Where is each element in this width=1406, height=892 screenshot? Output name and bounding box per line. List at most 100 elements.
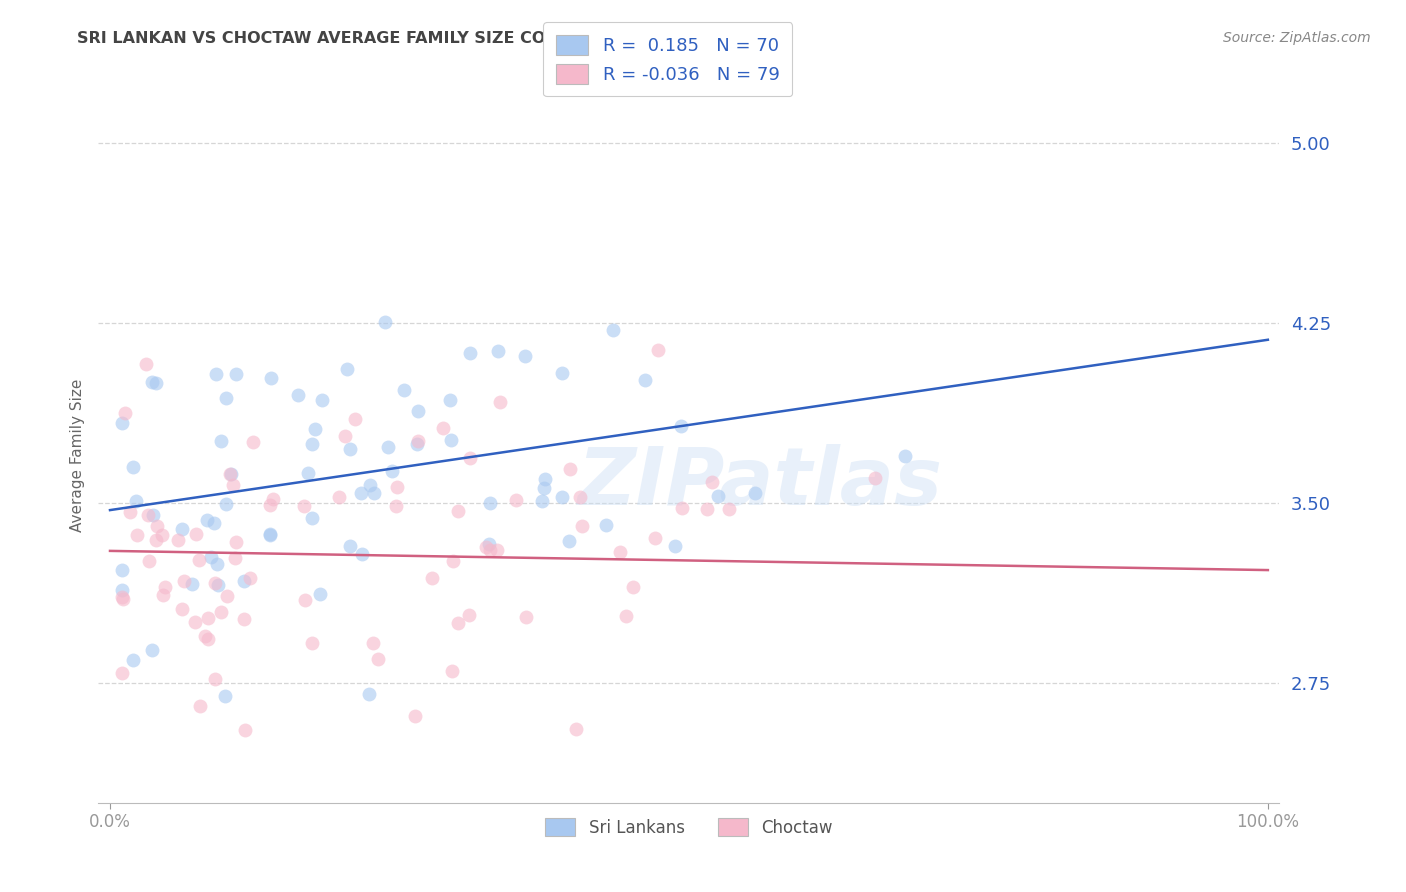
Point	[188, 553, 211, 567]
Point	[225, 534, 247, 549]
Point	[669, 419, 692, 434]
Point	[188, 699, 211, 714]
Point	[339, 442, 361, 456]
Point	[219, 467, 242, 481]
Point	[558, 461, 581, 475]
Point	[343, 412, 366, 426]
Point	[533, 472, 555, 486]
Point	[863, 471, 886, 485]
Point	[170, 522, 193, 536]
Point	[309, 587, 332, 601]
Point	[406, 404, 429, 418]
Point	[207, 577, 229, 591]
Point	[232, 612, 254, 626]
Point	[447, 615, 470, 630]
Point	[486, 543, 509, 558]
Point	[259, 528, 281, 542]
Point	[530, 493, 553, 508]
Point	[110, 563, 132, 577]
Point	[647, 343, 669, 358]
Point	[432, 421, 454, 435]
Point	[262, 491, 284, 506]
Point	[595, 518, 617, 533]
Point	[367, 652, 389, 666]
Point	[219, 467, 242, 481]
Point	[150, 527, 173, 541]
Point	[339, 539, 361, 553]
Point	[717, 502, 740, 516]
Point	[447, 504, 470, 518]
Text: SRI LANKAN VS CHOCTAW AVERAGE FAMILY SIZE CORRELATION CHART: SRI LANKAN VS CHOCTAW AVERAGE FAMILY SIZ…	[77, 31, 713, 46]
Point	[609, 545, 631, 559]
Point	[458, 346, 481, 360]
Point	[381, 464, 404, 478]
Point	[392, 384, 415, 398]
Point	[671, 501, 693, 516]
Point	[209, 434, 232, 449]
Point	[478, 536, 501, 550]
Point	[124, 493, 146, 508]
Point	[478, 542, 501, 557]
Point	[405, 437, 427, 451]
Point	[505, 492, 527, 507]
Point	[440, 433, 463, 447]
Point	[136, 508, 159, 523]
Point	[551, 366, 574, 380]
Point	[259, 370, 281, 384]
Point	[204, 575, 226, 590]
Point	[197, 632, 219, 646]
Point	[205, 368, 228, 382]
Point	[702, 475, 724, 490]
Point	[489, 394, 512, 409]
Point	[200, 549, 222, 564]
Point	[197, 611, 219, 625]
Point	[215, 392, 238, 406]
Point	[479, 495, 502, 509]
Point	[894, 450, 917, 464]
Point	[568, 490, 591, 504]
Point	[233, 723, 256, 737]
Point	[184, 526, 207, 541]
Point	[221, 478, 243, 492]
Point	[141, 643, 163, 657]
Point	[441, 664, 464, 678]
Point	[202, 516, 225, 530]
Point	[420, 571, 443, 585]
Point	[515, 349, 537, 363]
Point	[195, 513, 218, 527]
Point	[350, 547, 373, 561]
Point	[145, 519, 167, 533]
Point	[183, 615, 205, 629]
Point	[180, 577, 202, 591]
Point	[664, 539, 686, 553]
Point	[204, 672, 226, 686]
Point	[621, 580, 644, 594]
Point	[406, 434, 429, 448]
Point	[205, 557, 228, 571]
Point	[209, 605, 232, 619]
Point	[225, 368, 247, 382]
Point	[114, 406, 136, 420]
Point	[404, 708, 426, 723]
Point	[533, 481, 555, 495]
Point	[239, 570, 262, 584]
Point	[301, 510, 323, 524]
Point	[488, 344, 510, 359]
Point	[120, 505, 142, 519]
Point	[311, 392, 333, 407]
Point	[153, 580, 176, 594]
Point	[172, 602, 194, 616]
Point	[439, 392, 461, 407]
Point	[377, 440, 399, 454]
Point	[297, 467, 319, 481]
Point	[138, 554, 160, 568]
Point	[357, 687, 380, 701]
Text: Source: ZipAtlas.com: Source: ZipAtlas.com	[1223, 31, 1371, 45]
Point	[122, 460, 145, 475]
Point	[336, 361, 359, 376]
Point	[292, 499, 315, 513]
Point	[385, 499, 408, 513]
Point	[294, 592, 316, 607]
Point	[135, 357, 157, 371]
Point	[224, 551, 246, 566]
